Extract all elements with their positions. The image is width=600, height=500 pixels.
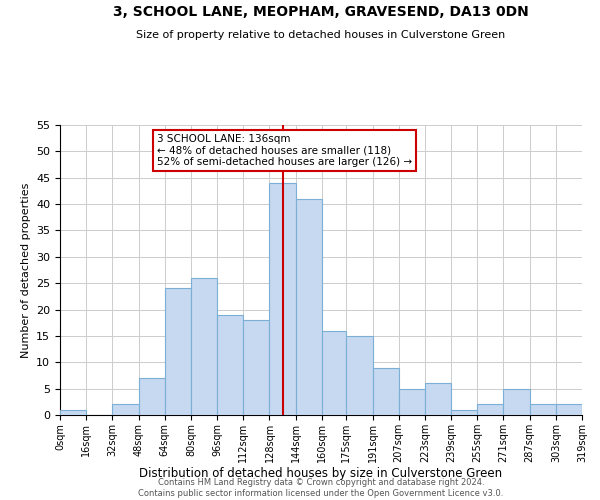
Bar [165,288,191,415]
Text: Contains HM Land Registry data © Crown copyright and database right 2024.
Contai: Contains HM Land Registry data © Crown c… [139,478,503,498]
Bar [269,183,296,415]
Bar [139,378,165,415]
Text: 3, SCHOOL LANE, MEOPHAM, GRAVESEND, DA13 0DN: 3, SCHOOL LANE, MEOPHAM, GRAVESEND, DA13… [113,5,529,19]
Y-axis label: Number of detached properties: Number of detached properties [20,182,31,358]
Bar [217,315,243,415]
Bar [451,410,477,415]
Bar [399,388,425,415]
Bar [191,278,217,415]
Bar [60,410,86,415]
Bar [477,404,503,415]
Bar [322,330,346,415]
Text: Distribution of detached houses by size in Culverstone Green: Distribution of detached houses by size … [139,467,503,480]
Text: 3 SCHOOL LANE: 136sqm
← 48% of detached houses are smaller (118)
52% of semi-det: 3 SCHOOL LANE: 136sqm ← 48% of detached … [157,134,412,167]
Text: Size of property relative to detached houses in Culverstone Green: Size of property relative to detached ho… [136,30,506,40]
Bar [112,404,139,415]
Bar [425,384,451,415]
Bar [530,404,556,415]
Bar [243,320,269,415]
Bar [296,199,322,415]
Bar [503,388,530,415]
Bar [346,336,373,415]
Bar [373,368,399,415]
Bar [556,404,582,415]
